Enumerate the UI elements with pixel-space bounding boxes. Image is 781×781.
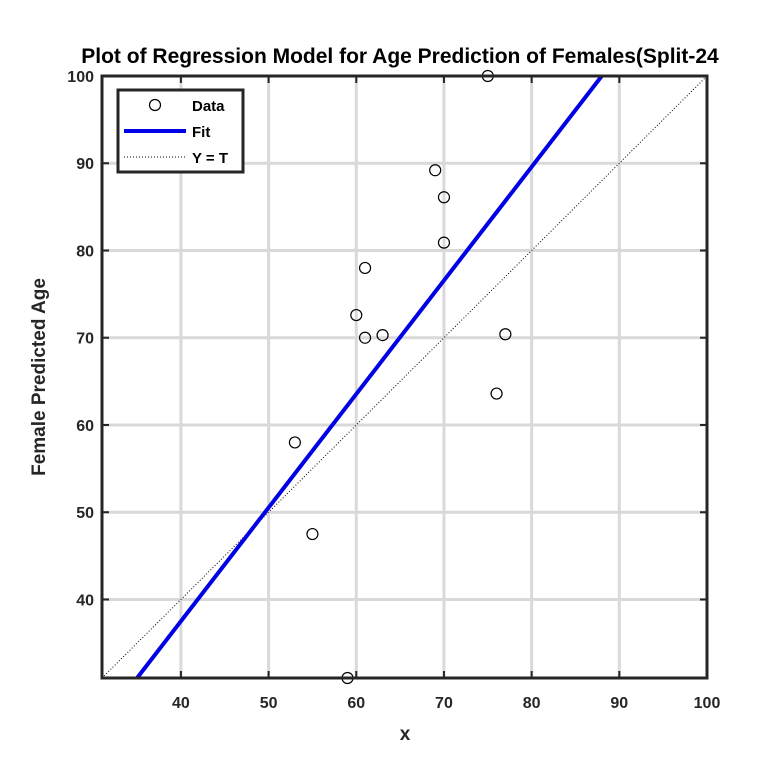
y-axis-label: Female Predicted Age [29, 278, 50, 476]
legend-label-data: Data [192, 98, 225, 115]
x-tick-label: 50 [260, 695, 278, 712]
legend: Data Fit Y = T [116, 88, 245, 174]
data-point [437, 191, 451, 204]
x-tick-label: 40 [172, 695, 190, 712]
y-tick-label: 60 [76, 418, 94, 435]
identity-line [101, 75, 708, 679]
y-tick-label: 70 [76, 331, 94, 348]
data-point [437, 236, 451, 249]
data-point [306, 527, 319, 541]
legend-data-marker [148, 98, 162, 112]
x-tick-label: 60 [347, 695, 365, 712]
data-point [350, 308, 363, 322]
y-tick-label: 80 [76, 243, 94, 260]
series-lines [101, 74, 708, 680]
chart-title: Plot of Regression Model for Age Predict… [81, 45, 719, 68]
data-point [499, 328, 512, 341]
x-tick-label: 80 [523, 695, 541, 712]
fit-line [135, 74, 604, 680]
x-tick-label: 100 [694, 695, 721, 712]
y-tick-label: 50 [76, 505, 94, 522]
plot-frame [100, 74, 709, 680]
data-point [358, 261, 372, 275]
data-point [376, 329, 389, 342]
y-tick-label: 40 [76, 592, 94, 609]
data-point [429, 164, 442, 177]
data-markers [288, 69, 512, 685]
data-point [288, 436, 301, 449]
data-point [490, 387, 503, 400]
y-tick-label: 90 [76, 156, 94, 173]
legend-label-fit: Fit [192, 124, 210, 141]
x-axis-label: x [400, 724, 411, 745]
legend-label-identity: Y = T [192, 150, 228, 167]
x-tick-label: 70 [435, 695, 453, 712]
data-point [358, 331, 372, 344]
y-tick-label: 100 [67, 69, 94, 86]
x-tick-label: 90 [610, 695, 628, 712]
tick-labels: 40 50 60 70 80 90 100 40 50 60 70 80 90 100 [67, 69, 720, 712]
